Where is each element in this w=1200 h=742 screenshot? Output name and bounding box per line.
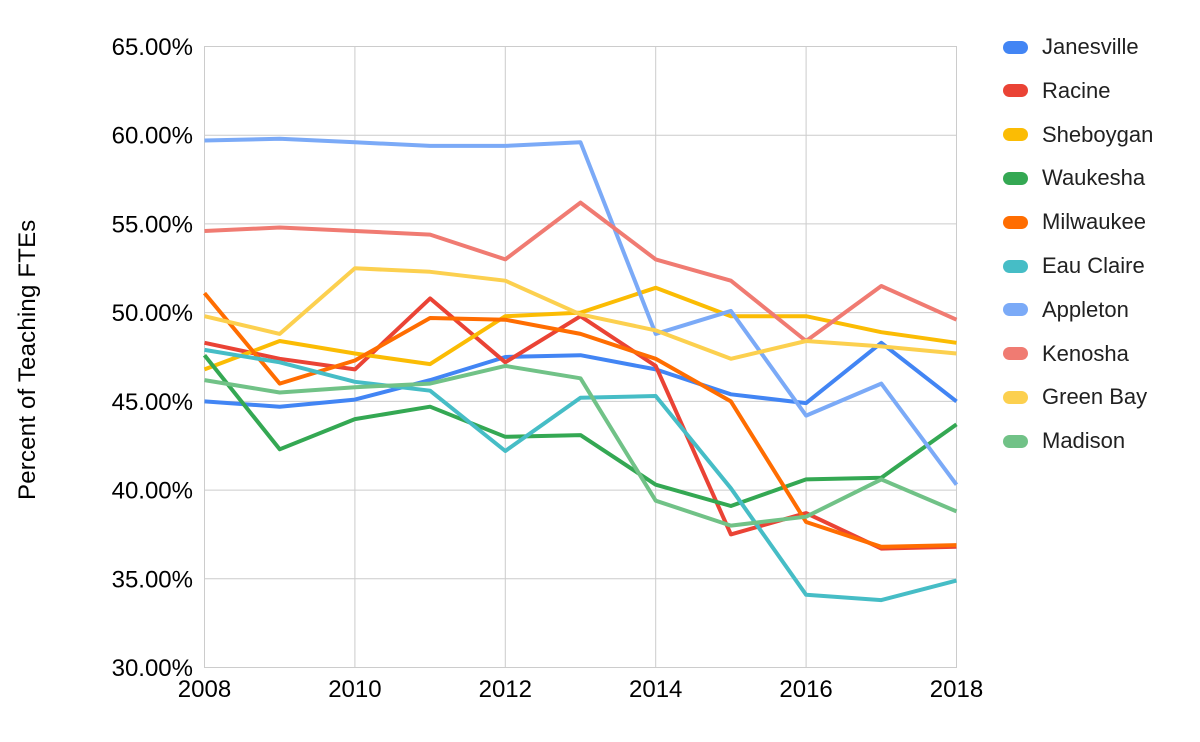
series-line-eau-claire[interactable] [204, 347, 958, 603]
x-tick-label: 2018 [930, 676, 983, 703]
legend-swatch-waukesha [1003, 171, 1028, 185]
legend-label: Janesville [1042, 34, 1139, 59]
y-tick-label: 60.00% [112, 123, 193, 150]
legend-swatch-kenosha [1003, 347, 1028, 361]
legend-label: Sheboygan [1042, 121, 1154, 147]
legend-swatch-appleton [1003, 303, 1028, 317]
legend-swatch-racine [1003, 84, 1028, 98]
series-line-kenosha[interactable] [204, 200, 958, 343]
legend-item-madison[interactable]: Madison [1003, 428, 1125, 454]
series-line-milwaukee[interactable] [202, 291, 957, 549]
legend-label: Waukesha [1042, 165, 1146, 191]
legend-label: Racine [1042, 77, 1111, 103]
legend-item-green-bay[interactable]: Green Bay [1003, 384, 1147, 410]
y-tick-label: 55.00% [112, 211, 193, 238]
series-line-waukesha[interactable] [202, 353, 958, 508]
series-line-appleton[interactable] [204, 136, 959, 486]
y-tick-label: 45.00% [112, 389, 193, 416]
series-line-janesville[interactable] [204, 340, 958, 409]
legend-swatch-milwaukee [1003, 215, 1028, 229]
series-line-green-bay[interactable] [204, 266, 957, 361]
legend-label: Kenosha [1042, 340, 1129, 366]
x-tick-label: 2014 [629, 676, 682, 703]
legend-item-eau-claire[interactable]: Eau Claire [1003, 253, 1145, 279]
legend-label: Madison [1042, 428, 1126, 454]
x-tick-label: 2016 [779, 676, 832, 703]
legend-swatch-janesville [1003, 40, 1028, 54]
legend-item-sheboygan[interactable]: Sheboygan [1003, 122, 1153, 148]
x-tick-label: 2012 [479, 676, 532, 703]
x-tick-label: 2010 [328, 676, 381, 703]
y-tick-label: 65.00% [112, 34, 193, 61]
series-line-madison[interactable] [204, 363, 958, 528]
y-axis-title: Percent of Teaching FTEs [14, 219, 41, 501]
y-tick-label: 35.00% [112, 566, 193, 593]
x-tick-label: 2008 [178, 676, 231, 703]
legend-label: Milwaukee [1042, 209, 1146, 235]
legend-swatch-madison [1003, 434, 1028, 448]
legend-item-janesville[interactable]: Janesville [1003, 34, 1139, 60]
legend-item-milwaukee[interactable]: Milwaukee [1003, 209, 1146, 235]
y-tick-label: 50.00% [112, 300, 193, 327]
legend-item-appleton[interactable]: Appleton [1003, 297, 1129, 323]
legend-swatch-green-bay [1003, 390, 1028, 404]
legend-label: Green Bay [1042, 384, 1148, 410]
y-tick-label: 30.00% [112, 655, 193, 682]
legend-label: Eau Claire [1042, 253, 1145, 278]
legend-swatch-sheboygan [1003, 128, 1028, 142]
legend-item-racine[interactable]: Racine [1003, 78, 1110, 104]
legend-swatch-eau-claire [1003, 259, 1028, 273]
legend-item-waukesha[interactable]: Waukesha [1003, 165, 1145, 191]
y-tick-label: 40.00% [112, 478, 193, 505]
legend-item-kenosha[interactable]: Kenosha [1003, 341, 1129, 367]
legend-label: Appleton [1042, 296, 1129, 322]
